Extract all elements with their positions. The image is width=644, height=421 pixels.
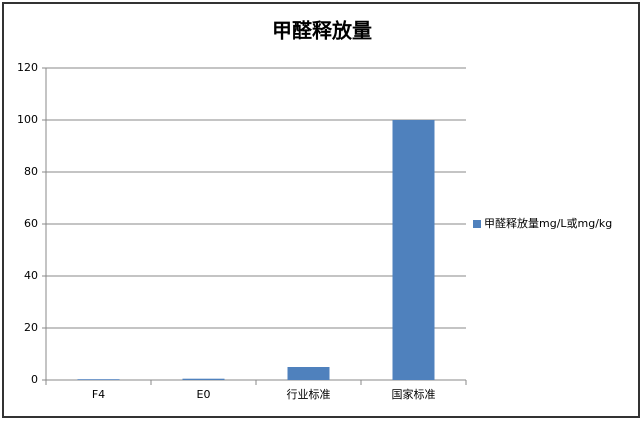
chart-title: 甲醛释放量	[272, 19, 372, 43]
y-tick-label: 100	[17, 113, 38, 126]
x-tick-label: E0	[197, 388, 211, 401]
bar	[182, 378, 225, 380]
x-tick-label: 行业标准	[287, 387, 331, 401]
x-tick-label: 国家标准	[392, 387, 436, 401]
chart-border	[2, 2, 640, 418]
y-tick-label: 0	[31, 373, 38, 386]
legend-swatch	[473, 220, 481, 228]
y-tick-label: 20	[24, 321, 38, 334]
legend-label: 甲醛释放量mg/L或mg/kg	[484, 216, 612, 230]
y-tick-label: 120	[17, 61, 38, 74]
bar	[392, 120, 435, 380]
x-tick-label: F4	[92, 388, 105, 401]
y-tick-label: 80	[24, 165, 38, 178]
bar	[287, 367, 330, 380]
bar	[77, 379, 120, 380]
y-tick-label: 60	[24, 217, 38, 230]
y-tick-label: 40	[24, 269, 38, 282]
